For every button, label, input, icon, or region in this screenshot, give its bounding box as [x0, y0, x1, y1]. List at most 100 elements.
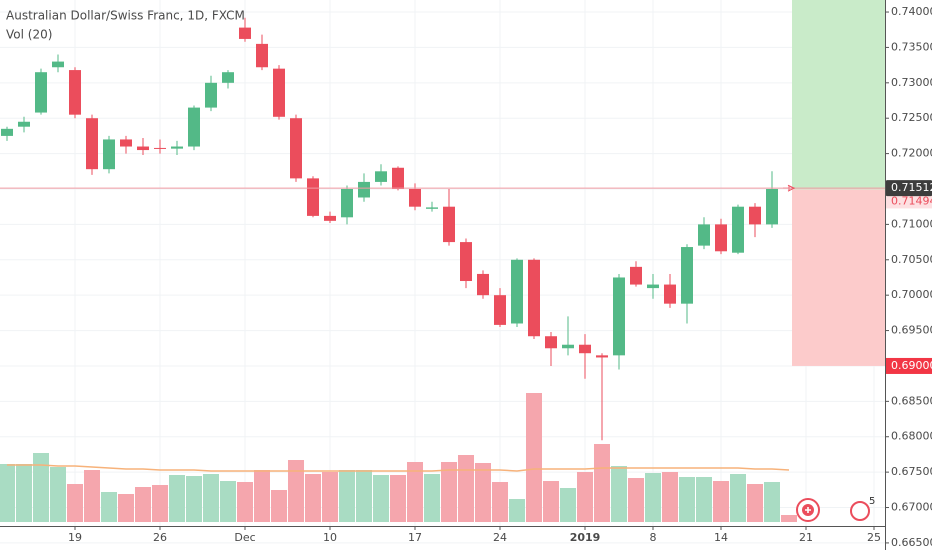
volume-bar — [135, 487, 151, 522]
volume-bar — [611, 466, 627, 522]
y-tick-label: 0.74000 — [891, 5, 932, 18]
volume-bar — [220, 481, 236, 522]
chart-title: Australian Dollar/Swiss Franc, 1D, FXCM — [6, 9, 245, 23]
volume-bar — [713, 481, 729, 522]
volume-bar — [203, 474, 219, 522]
entry-label: 0.71494 — [891, 194, 932, 207]
volume-bar — [390, 475, 406, 522]
volume-pane — [0, 393, 797, 522]
y-tick-label: 0.72500 — [891, 111, 932, 124]
volume-bar — [747, 484, 763, 522]
volume-bar — [305, 474, 321, 522]
last-price-box — [886, 180, 932, 197]
entry-marker — [787, 184, 796, 192]
y-tick-label: 0.70500 — [891, 253, 932, 266]
candle-body — [69, 70, 81, 115]
volume-bar — [152, 485, 168, 522]
candle-body — [562, 344, 574, 349]
x-tick-label: 24 — [493, 531, 507, 544]
y-tick-label: 0.68500 — [891, 394, 932, 407]
badge-circle[interactable] — [850, 501, 870, 521]
y-tick-label: 0.70000 — [891, 288, 932, 301]
candle-body — [681, 247, 693, 304]
volume-bar — [475, 463, 491, 522]
volume-bar — [696, 477, 712, 522]
volume-bar — [441, 462, 457, 522]
x-tick-label: 2019 — [570, 531, 601, 544]
volume-bar — [594, 444, 610, 522]
volume-bar — [628, 478, 644, 522]
stop-label: 0.69000 — [891, 359, 932, 372]
y-tick-label: 0.67000 — [891, 501, 932, 514]
candle-body — [375, 171, 387, 182]
volume-bar — [560, 488, 576, 522]
candle-body — [86, 118, 98, 170]
candle-body — [698, 224, 710, 246]
axes: 0.66500 0.67000 0.67500 0.68000 0.68500 0.690… — [68, 5, 932, 549]
candle-body — [239, 27, 251, 39]
volume-bar — [373, 475, 389, 522]
candle-body — [749, 206, 761, 225]
events-badge[interactable]: 5 — [850, 496, 875, 521]
candle-body — [460, 242, 472, 282]
indicator-label: Vol (20) — [6, 28, 52, 42]
candle-body — [256, 43, 268, 68]
volume-bar — [407, 462, 423, 522]
volume-bar — [50, 467, 66, 522]
y-tick-label: 0.67500 — [891, 465, 932, 478]
candle-body — [120, 139, 132, 147]
candle-body — [426, 207, 438, 209]
candle-body — [358, 181, 370, 198]
candle-body — [613, 277, 625, 356]
volume-bar — [169, 475, 185, 522]
volume-bar — [33, 453, 49, 522]
event-icon[interactable] — [796, 498, 820, 522]
volume-bar — [67, 484, 83, 522]
badge-count: 5 — [869, 496, 875, 507]
candle-body — [103, 139, 115, 170]
candle-body — [324, 215, 336, 221]
volume-bar — [356, 470, 372, 522]
candles — [1, 17, 795, 441]
candle-body — [205, 82, 217, 108]
candle-body — [341, 188, 353, 218]
candle-body — [222, 72, 234, 83]
candle-body — [715, 224, 727, 252]
candle-body — [647, 284, 659, 289]
volume-bar — [16, 464, 32, 522]
volume-bar — [424, 474, 440, 522]
candle-body — [392, 167, 404, 189]
candle-body — [18, 121, 30, 127]
volume-bar — [645, 473, 661, 522]
candle-body — [137, 146, 149, 151]
volume-bar — [322, 472, 338, 522]
candle-body — [528, 259, 540, 337]
candle-body — [494, 295, 506, 325]
event-plus — [805, 507, 811, 513]
volume-bar — [730, 474, 746, 522]
volume-bar — [492, 482, 508, 522]
x-tick-label: 19 — [68, 531, 82, 544]
x-tick-label: 26 — [153, 531, 167, 544]
candle-body — [443, 206, 455, 243]
volume-bar — [118, 494, 134, 522]
candle-body — [188, 107, 200, 147]
volume-bar — [84, 470, 100, 522]
volume-bar — [186, 476, 202, 522]
volume-bar — [662, 472, 678, 522]
y-tick-label: 0.69500 — [891, 324, 932, 337]
volume-bar — [781, 515, 797, 522]
candle-body — [307, 178, 319, 216]
y-tick-label: 0.71000 — [891, 217, 932, 230]
x-tick-label: 8 — [650, 531, 657, 544]
x-tick-label: Dec — [234, 531, 255, 544]
last-price-label: 0.71512 — [891, 181, 932, 194]
target-zone — [792, 0, 885, 190]
candle-body — [579, 344, 591, 354]
x-tick-label: 10 — [323, 531, 337, 544]
volume-bar — [0, 464, 15, 522]
candle-body — [52, 61, 64, 68]
candle-body — [664, 284, 676, 304]
volume-bar — [543, 481, 559, 522]
y-tick-label: 0.66500 — [891, 536, 932, 549]
